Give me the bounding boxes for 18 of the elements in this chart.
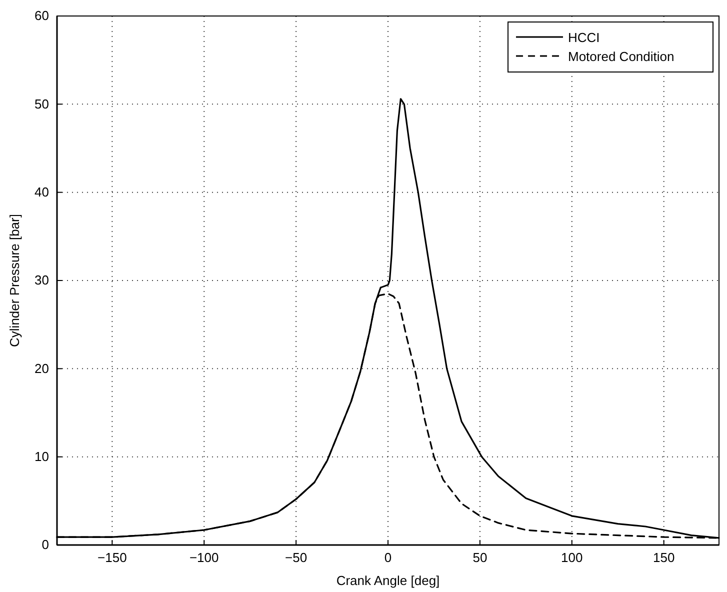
- y-axis-title: Cylinder Pressure [bar]: [7, 214, 22, 347]
- x-tick-label: −100: [189, 550, 219, 566]
- x-tick-label: 0: [384, 550, 392, 566]
- y-tick-label: 30: [34, 272, 49, 288]
- legend-label: HCCI: [568, 30, 600, 45]
- y-tick-label: 50: [34, 96, 49, 112]
- y-tick-label: 60: [34, 8, 49, 24]
- y-tick-label: 10: [34, 448, 49, 464]
- x-tick-label: 150: [652, 550, 675, 566]
- x-axis-title: Crank Angle [deg]: [336, 573, 440, 588]
- x-tick-label: −50: [285, 550, 308, 566]
- x-tick-label: 50: [472, 550, 488, 566]
- y-tick-label: 40: [34, 184, 49, 200]
- x-tick-label: 100: [561, 550, 583, 566]
- x-tick-label: −150: [98, 550, 127, 566]
- y-tick-label: 20: [34, 360, 49, 376]
- y-tick-label: 0: [42, 537, 49, 552]
- legend-label: Motored Condition: [568, 49, 674, 64]
